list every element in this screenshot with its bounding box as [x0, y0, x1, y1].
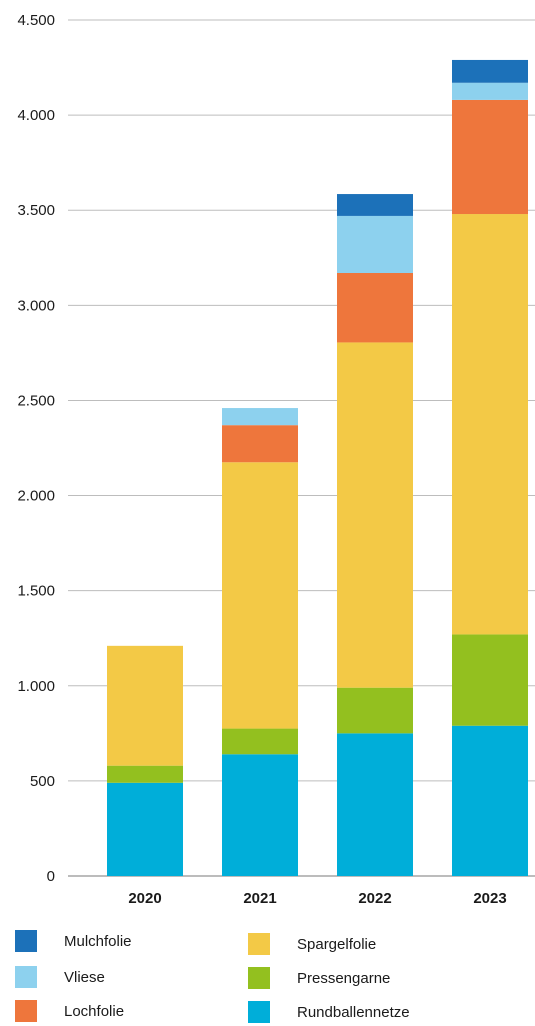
- y-tick-label: 1.500: [17, 583, 55, 600]
- legend-item: Pressengarne: [248, 967, 390, 989]
- bar-segment: [452, 634, 528, 726]
- y-tick-label: 2.500: [17, 392, 55, 409]
- legend-swatch: [248, 967, 270, 989]
- bar-segment: [222, 462, 298, 729]
- stacked-bar-chart: 0 500 1.000 1.500 2.000 2.500 3.000 3.500 4.000 4…: [17, 12, 535, 907]
- legend-swatch: [248, 1001, 270, 1023]
- legend-item: Rundballennetze: [248, 1001, 410, 1023]
- legend-item: Spargelfolie: [248, 933, 376, 955]
- y-tick-label: 2.000: [17, 488, 55, 505]
- bar-segment: [107, 782, 183, 876]
- y-tick-label: 1.000: [17, 678, 55, 695]
- legend-item: Lochfolie: [15, 1000, 124, 1022]
- legend-label: Spargelfolie: [297, 935, 377, 953]
- y-tick-label: 0: [47, 868, 55, 885]
- legend-swatch: [15, 1000, 37, 1022]
- y-tick-label: 4.000: [17, 107, 55, 124]
- bar-segment: [452, 214, 528, 635]
- y-tick-label: 3.000: [17, 297, 55, 314]
- x-axis-ticks: 2020 2021 2022 2023: [128, 890, 506, 907]
- x-tick-label: 2021: [243, 890, 276, 907]
- bars: [107, 59, 528, 876]
- legend-label: Rundballennetze: [297, 1003, 410, 1021]
- legend-item: Mulchfolie: [15, 930, 132, 952]
- legend-label: Mulchfolie: [64, 932, 132, 950]
- bar-segment: [337, 194, 413, 216]
- bar-segment: [452, 99, 528, 215]
- bar-segment: [452, 82, 528, 100]
- y-tick-label: 3.500: [17, 202, 55, 219]
- legend-swatch: [15, 930, 37, 952]
- bar-segment: [107, 765, 183, 783]
- x-tick-label: 2023: [473, 890, 506, 907]
- legend-label: Vliese: [64, 968, 105, 986]
- legend-swatch: [248, 933, 270, 955]
- legend-item: Vliese: [15, 966, 105, 988]
- legend-swatch: [15, 966, 37, 988]
- bar-segment: [107, 645, 183, 766]
- y-tick-label: 4.500: [17, 12, 55, 29]
- bar-segment: [452, 725, 528, 876]
- bar-segment: [337, 215, 413, 273]
- bar-segment: [222, 408, 298, 426]
- y-axis-ticks: 0 500 1.000 1.500 2.000 2.500 3.000 3.500 4.000 4…: [17, 12, 55, 885]
- bar-segment: [222, 754, 298, 876]
- x-tick-label: 2020: [128, 890, 161, 907]
- bar-segment: [337, 687, 413, 734]
- bar-segment: [452, 59, 528, 83]
- y-tick-label: 500: [30, 773, 55, 790]
- bar-segment: [222, 425, 298, 463]
- bar-segment: [337, 733, 413, 876]
- legend: Mulchfolie Vliese Lochfolie Spargelfolie Pre…: [0, 925, 535, 1026]
- bar-segment: [337, 272, 413, 343]
- legend-label: Lochfolie: [64, 1002, 125, 1020]
- bar-segment: [337, 342, 413, 688]
- x-tick-label: 2022: [358, 890, 391, 907]
- bar-segment: [222, 728, 298, 755]
- legend-label: Pressengarne: [297, 969, 391, 987]
